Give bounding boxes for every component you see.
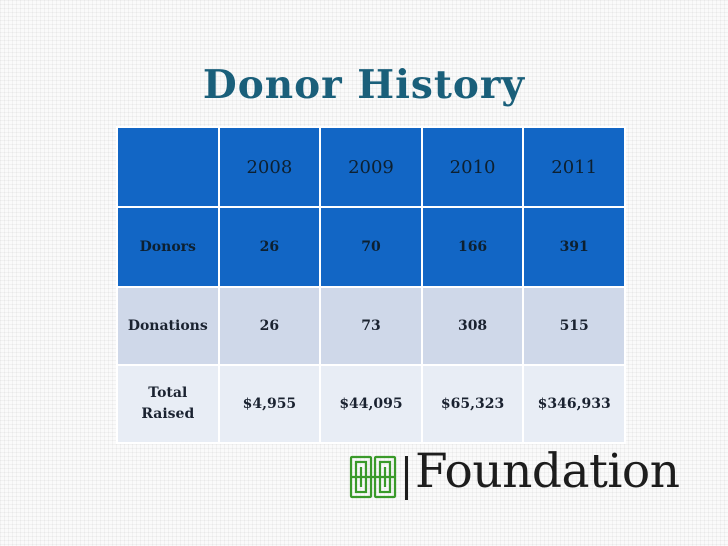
donor-history-table: 2008 2009 2010 2011 Donors 26 70 166 391… bbox=[116, 126, 626, 444]
foundation-logo: Foundation bbox=[349, 448, 694, 504]
table-cell: 26 bbox=[217, 286, 322, 366]
table-cell: 166 bbox=[420, 206, 525, 288]
year-header-2010: 2010 bbox=[420, 126, 525, 208]
table-cell: $346,933 bbox=[522, 364, 626, 444]
table-cell: 515 bbox=[522, 286, 626, 366]
table-row-donors: Donors 26 70 166 391 bbox=[116, 206, 626, 288]
table-cell: 391 bbox=[522, 206, 626, 288]
row-label-raised: Raised bbox=[141, 406, 195, 422]
table-cell: $44,095 bbox=[319, 364, 423, 444]
table-row-donations: Donations 26 73 308 515 bbox=[116, 286, 626, 366]
slide-title: Donor History bbox=[202, 62, 526, 108]
foundation-logo-mark-icon bbox=[349, 455, 397, 499]
year-header-2009: 2009 bbox=[319, 126, 423, 208]
row-label-donors: Donors bbox=[116, 206, 220, 288]
year-header-2008: 2008 bbox=[217, 126, 322, 208]
logo-divider bbox=[405, 456, 408, 500]
logo-wordmark: Foundation bbox=[415, 444, 680, 499]
table-cell: 70 bbox=[319, 206, 423, 288]
row-label-total: Total bbox=[148, 385, 188, 401]
table-cell: 73 bbox=[319, 286, 423, 366]
row-label-total-raised: Total Raised bbox=[116, 364, 220, 444]
table-header-row: 2008 2009 2010 2011 bbox=[116, 126, 626, 208]
table-cell: $65,323 bbox=[420, 364, 525, 444]
table-cell: $4,955 bbox=[217, 364, 322, 444]
table-cell: 26 bbox=[217, 206, 322, 288]
table-cell: 308 bbox=[420, 286, 525, 366]
row-label-donations: Donations bbox=[116, 286, 220, 366]
table-corner-cell bbox=[116, 126, 220, 208]
year-header-2011: 2011 bbox=[522, 126, 626, 208]
table-row-total-raised: Total Raised $4,955 $44,095 $65,323 $346… bbox=[116, 364, 626, 444]
